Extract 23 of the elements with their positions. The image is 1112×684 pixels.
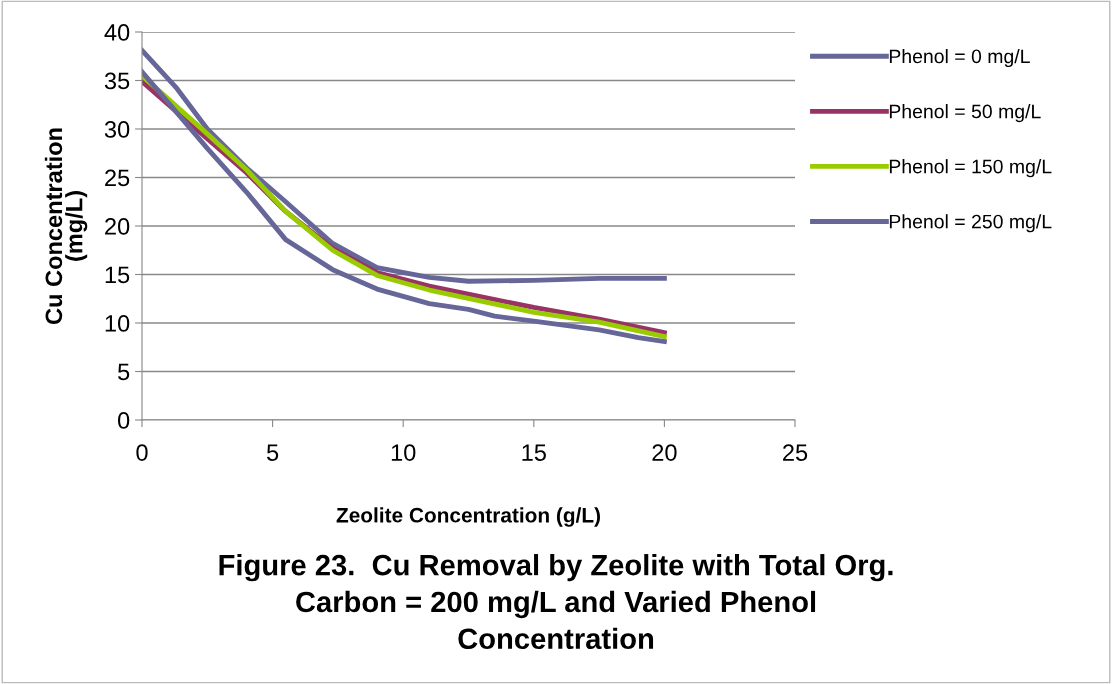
y-tick-label: 20 xyxy=(105,218,130,235)
x-axis-title: Zeolite Concentration (g/L) xyxy=(336,507,600,527)
x-tick-label: 0 xyxy=(136,444,148,461)
y-axis-title: Cu Concentration (mg/L) xyxy=(44,128,88,325)
text: Figure 23. Cu Removal by Zeolite with Total Org. Carbon = 200 mg/L and Varied Phenol Concentration xyxy=(219,554,893,650)
y-tick-label: 30 xyxy=(104,121,130,138)
x-tick-label: 5 xyxy=(266,444,279,461)
y-tick-label: 0 xyxy=(117,412,130,429)
legend-label: Phenol = 50 mg/L xyxy=(889,104,1041,123)
x-tick-label: 15 xyxy=(522,444,546,461)
x-tick-label: 20 xyxy=(652,444,677,461)
legend-label: Phenol = 0 mg/L xyxy=(889,48,1030,68)
y-tick-label: 25 xyxy=(105,169,130,187)
legend-label: Phenol = 250 mg/L xyxy=(889,214,1052,233)
line-series xyxy=(142,48,667,284)
y-tick-label: 15 xyxy=(105,266,130,284)
y-tick-label: 5 xyxy=(118,363,130,381)
x-tick-label: 25 xyxy=(783,444,808,461)
y-tick-label: 10 xyxy=(105,315,130,332)
legend-label: Phenol = 150 mg/L xyxy=(889,159,1052,178)
y-tick-label: 35 xyxy=(104,72,130,90)
x-tick-label: 10 xyxy=(391,444,416,461)
y-tick-label: 40 xyxy=(104,24,130,41)
